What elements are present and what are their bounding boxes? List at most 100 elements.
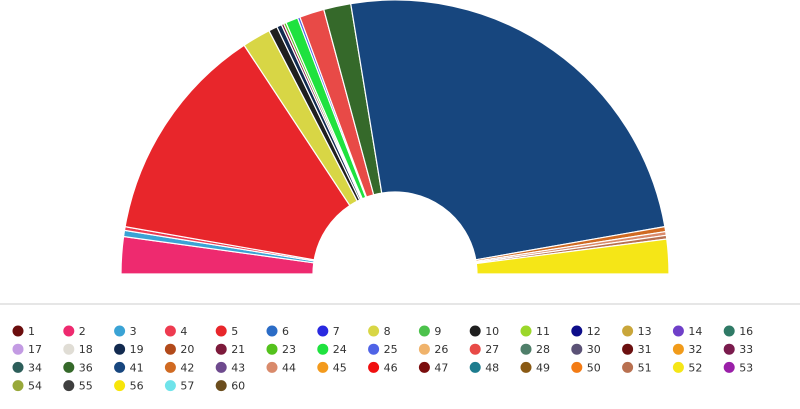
legend-item-56[interactable]: 56 xyxy=(114,380,144,393)
legend-item-47[interactable]: 47 xyxy=(418,361,449,374)
legend-item-14[interactable]: 14 xyxy=(672,325,703,338)
legend-marker-26 xyxy=(418,343,430,355)
legend-item-28[interactable]: 28 xyxy=(520,343,551,356)
legend-item-18[interactable]: 18 xyxy=(63,343,93,356)
legend-item-36[interactable]: 36 xyxy=(63,361,93,374)
legend-item-49[interactable]: 49 xyxy=(520,361,551,374)
legend-item-33[interactable]: 33 xyxy=(723,343,754,356)
legend-marker-36 xyxy=(63,361,75,373)
legend-label-50: 50 xyxy=(587,361,601,374)
legend-item-54[interactable]: 54 xyxy=(12,380,43,393)
legend-item-6[interactable]: 6 xyxy=(266,325,290,338)
legend-marker-31 xyxy=(622,343,634,355)
legend-item-31[interactable]: 31 xyxy=(622,343,652,356)
legend-label-26: 26 xyxy=(434,343,448,356)
legend-item-1[interactable]: 1 xyxy=(12,325,36,338)
legend-marker-28 xyxy=(520,343,532,355)
legend-marker-9 xyxy=(418,325,430,337)
legend-item-34[interactable]: 34 xyxy=(12,361,43,374)
legend-label-27: 27 xyxy=(485,343,499,356)
legend-item-50[interactable]: 50 xyxy=(571,361,601,374)
legend-label-16: 16 xyxy=(739,325,753,338)
legend-item-24[interactable]: 24 xyxy=(317,343,347,356)
legend-label-33: 33 xyxy=(739,343,753,356)
legend-marker-18 xyxy=(63,343,75,355)
legend-label-32: 32 xyxy=(688,343,702,356)
legend-item-27[interactable]: 27 xyxy=(469,343,500,356)
legend-item-42[interactable]: 42 xyxy=(164,361,195,374)
legend-item-55[interactable]: 55 xyxy=(63,380,93,393)
legend-label-20: 20 xyxy=(180,343,194,356)
legend-label-57: 57 xyxy=(180,380,194,393)
legend-label-13: 13 xyxy=(638,325,652,338)
legend-item-10[interactable]: 10 xyxy=(469,325,500,338)
legend-label-12: 12 xyxy=(587,325,601,338)
legend-item-51[interactable]: 51 xyxy=(622,361,652,374)
legend-item-57[interactable]: 57 xyxy=(164,380,195,393)
legend-label-3: 3 xyxy=(130,325,137,338)
legend-marker-47 xyxy=(418,361,430,373)
legend-label-17: 17 xyxy=(28,343,42,356)
slice-52[interactable] xyxy=(475,238,670,275)
legend-item-43[interactable]: 43 xyxy=(215,361,246,374)
chart-slices xyxy=(120,0,670,275)
legend-item-3[interactable]: 3 xyxy=(114,325,137,338)
slice-41[interactable] xyxy=(350,0,666,261)
legend-item-11[interactable]: 11 xyxy=(520,325,551,338)
legend-label-2: 2 xyxy=(79,325,86,338)
legend-label-28: 28 xyxy=(536,343,550,356)
legend-item-9[interactable]: 9 xyxy=(418,325,442,338)
legend-marker-43 xyxy=(215,361,227,373)
legend-marker-8 xyxy=(368,325,380,337)
legend-item-8[interactable]: 8 xyxy=(368,325,391,338)
legend-item-48[interactable]: 48 xyxy=(469,361,500,374)
legend-item-17[interactable]: 17 xyxy=(12,343,43,356)
legend-marker-24 xyxy=(317,343,329,355)
legend-item-16[interactable]: 16 xyxy=(723,325,754,338)
legend-item-13[interactable]: 13 xyxy=(622,325,652,338)
legend-marker-30 xyxy=(571,343,583,355)
legend-item-21[interactable]: 21 xyxy=(215,343,246,356)
legend-label-34: 34 xyxy=(28,361,42,374)
slice-5[interactable] xyxy=(124,44,351,261)
legend-item-52[interactable]: 52 xyxy=(672,361,703,374)
legend-marker-54 xyxy=(12,380,24,392)
legend-item-46[interactable]: 46 xyxy=(368,361,398,374)
legend-label-56: 56 xyxy=(130,380,144,393)
legend-item-25[interactable]: 25 xyxy=(368,343,398,356)
legend-item-2[interactable]: 2 xyxy=(63,325,86,338)
legend-marker-2 xyxy=(63,325,75,337)
legend-item-53[interactable]: 53 xyxy=(723,361,754,374)
legend-label-24: 24 xyxy=(333,343,347,356)
legend-item-12[interactable]: 12 xyxy=(571,325,601,338)
legend-item-4[interactable]: 4 xyxy=(164,325,188,338)
legend-label-4: 4 xyxy=(180,325,187,338)
legend-label-45: 45 xyxy=(333,361,347,374)
legend-item-19[interactable]: 19 xyxy=(114,343,144,356)
legend-marker-48 xyxy=(469,361,481,373)
legend-label-18: 18 xyxy=(79,343,93,356)
legend-label-9: 9 xyxy=(434,325,441,338)
legend-marker-19 xyxy=(114,343,126,355)
legend-item-60[interactable]: 60 xyxy=(215,380,246,393)
legend-label-51: 51 xyxy=(638,361,652,374)
legend-label-7: 7 xyxy=(333,325,340,338)
legend-item-44[interactable]: 44 xyxy=(266,361,297,374)
legend-item-5[interactable]: 5 xyxy=(215,325,239,338)
legend-item-23[interactable]: 23 xyxy=(266,343,297,356)
legend-marker-53 xyxy=(723,361,735,373)
legend-marker-21 xyxy=(215,343,227,355)
legend-item-32[interactable]: 32 xyxy=(672,343,703,356)
legend-label-23: 23 xyxy=(282,343,296,356)
legend-marker-5 xyxy=(215,325,227,337)
legend-item-41[interactable]: 41 xyxy=(114,361,144,374)
legend-item-7[interactable]: 7 xyxy=(317,325,340,338)
legend-item-26[interactable]: 26 xyxy=(418,343,449,356)
legend-label-53: 53 xyxy=(739,361,753,374)
legend-item-45[interactable]: 45 xyxy=(317,361,347,374)
legend-item-30[interactable]: 30 xyxy=(571,343,601,356)
legend-item-20[interactable]: 20 xyxy=(164,343,195,356)
legend-label-49: 49 xyxy=(536,361,550,374)
legend-label-21: 21 xyxy=(231,343,245,356)
legend-label-36: 36 xyxy=(79,361,93,374)
